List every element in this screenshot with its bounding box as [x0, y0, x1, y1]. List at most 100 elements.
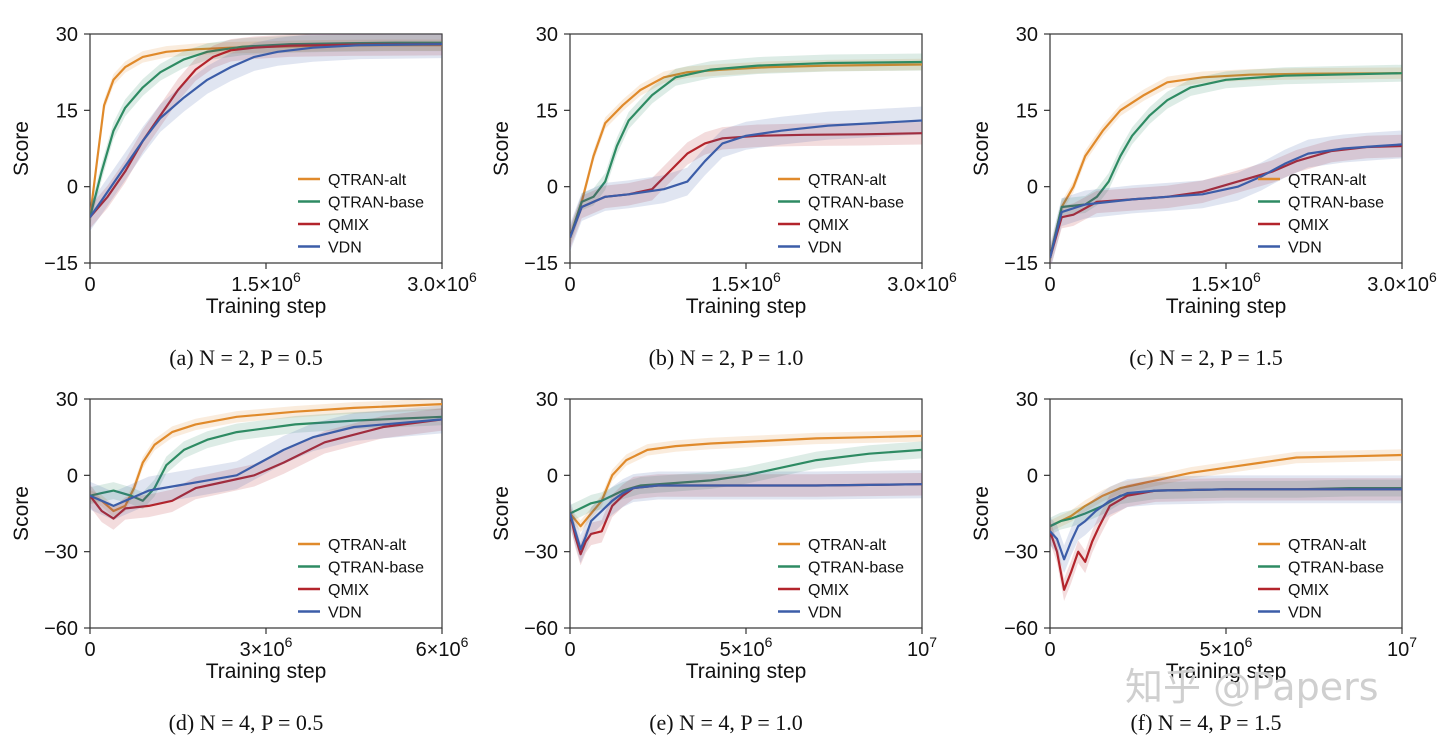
x-tick-label: 0: [564, 639, 575, 661]
x-tick-label: 0: [1044, 274, 1055, 296]
panel-5: 30 0 −30 −60 0 5×106 107 Training step Score QTRA…: [490, 389, 937, 735]
series-line: [90, 418, 442, 520]
legend-label: QTRAN-alt: [808, 172, 887, 189]
series-line: [1050, 453, 1402, 528]
legend-label: VDN: [808, 605, 842, 622]
y-tick-label: 30: [536, 24, 558, 46]
panel-caption: (f) N = 4, P = 1.5: [1130, 710, 1281, 735]
x-axis-label: Training step: [686, 660, 807, 683]
x-tick-label: 1.5×106: [711, 269, 781, 296]
y-axis-label: Score: [10, 486, 33, 541]
legend-label: QMIX: [808, 217, 849, 234]
series-band: [90, 34, 442, 229]
y-tick-label: −15: [524, 253, 558, 275]
panel-2: 30 15 0 −15 0 1.5×106 3.0×106 Training step Scor…: [490, 24, 957, 370]
y-tick-label: 0: [67, 177, 78, 199]
x-tick-label: 3.0×106: [407, 269, 477, 296]
y-tick-label: −30: [44, 542, 78, 564]
y-axis-label: Score: [10, 121, 33, 176]
legend-label: VDN: [1288, 240, 1322, 257]
x-axis-label: Training step: [1166, 660, 1287, 683]
y-tick-label: 15: [56, 100, 78, 122]
series-line: [90, 418, 442, 507]
panel-caption: (c) N = 2, P = 1.5: [1129, 345, 1283, 370]
x-tick-label: 0: [1044, 639, 1055, 661]
series-band: [90, 405, 442, 520]
x-tick-label: 107: [1387, 634, 1417, 661]
x-tick-label: 107: [907, 634, 937, 661]
legend-label: QTRAN-alt: [1288, 537, 1367, 554]
series-band: [90, 408, 442, 530]
series-line: [1050, 143, 1402, 259]
y-tick-label: 15: [536, 100, 558, 122]
legend-label: QTRAN-alt: [808, 537, 887, 554]
y-tick-label: 15: [1016, 100, 1038, 122]
series-band: [1050, 64, 1402, 263]
x-tick-label: 3×106: [240, 634, 293, 661]
series-band: [90, 34, 442, 232]
legend-label: VDN: [328, 240, 362, 257]
y-tick-label: 0: [547, 465, 558, 487]
legend-label: QMIX: [808, 582, 849, 599]
legend-label: QTRAN-base: [328, 560, 424, 577]
y-tick-label: 30: [56, 389, 78, 411]
y-tick-label: 30: [536, 389, 558, 411]
panel-1: 30 15 0 −15 0 1.5×106 3.0×106 Training step Scor…: [10, 24, 477, 370]
x-axis-label: Training step: [206, 660, 327, 683]
y-tick-label: 30: [1016, 389, 1038, 411]
legend-label: QTRAN-base: [1288, 195, 1384, 212]
y-tick-label: −60: [524, 618, 558, 640]
panel-caption: (e) N = 4, P = 1.0: [649, 710, 803, 735]
series-line: [1050, 72, 1402, 259]
series-line: [570, 434, 922, 528]
legend-label: VDN: [1288, 605, 1322, 622]
legend-label: QMIX: [328, 582, 369, 599]
series-band: [1050, 134, 1402, 263]
legend-label: QTRAN-alt: [1288, 172, 1367, 189]
y-tick-label: 0: [67, 465, 78, 487]
series-line: [90, 43, 442, 218]
y-tick-label: 30: [56, 24, 78, 46]
legend-label: QTRAN-base: [1288, 560, 1384, 577]
legend-label: VDN: [808, 240, 842, 257]
series-line: [1050, 488, 1402, 561]
x-tick-label: 0: [84, 639, 95, 661]
series-line: [90, 43, 442, 218]
series-band: [1050, 449, 1402, 532]
x-tick-label: 5×106: [720, 634, 773, 661]
panel-caption: (d) N = 4, P = 0.5: [169, 710, 324, 735]
series-band: [570, 58, 922, 244]
y-axis-label: Score: [490, 121, 513, 176]
y-tick-label: 0: [1027, 465, 1038, 487]
y-axis-label: Score: [490, 486, 513, 541]
series-band: [1050, 67, 1402, 263]
y-tick-label: 30: [1016, 24, 1038, 46]
series-line: [1050, 72, 1402, 259]
series-line: [570, 119, 922, 238]
x-tick-label: 1.5×106: [1191, 269, 1261, 296]
y-tick-label: −15: [1004, 253, 1038, 275]
panel-caption: (a) N = 2, P = 0.5: [169, 345, 323, 370]
legend-label: QTRAN-alt: [328, 172, 407, 189]
y-axis-label: Score: [970, 121, 993, 176]
x-tick-label: 3.0×106: [887, 269, 957, 296]
series-band: [570, 53, 922, 247]
y-tick-label: −60: [1004, 618, 1038, 640]
y-tick-label: −30: [524, 542, 558, 564]
x-tick-label: 1.5×106: [231, 269, 301, 296]
x-tick-label: 5×106: [1200, 634, 1253, 661]
series-line: [570, 483, 922, 551]
x-tick-label: 0: [564, 274, 575, 296]
x-axis-label: Training step: [686, 295, 807, 318]
panels: 30 15 0 −15 0 1.5×106 3.0×106 Training step Scor…: [10, 24, 1437, 735]
y-tick-label: 0: [547, 177, 558, 199]
y-tick-label: −15: [44, 253, 78, 275]
series-band: [1050, 475, 1402, 574]
legend-label: QTRAN-base: [328, 195, 424, 212]
series-band: [1050, 130, 1402, 263]
legend-label: QTRAN-base: [808, 560, 904, 577]
x-axis-label: Training step: [1166, 295, 1287, 318]
panel-3: 30 15 0 −15 0 1.5×106 3.0×106 Training step Scor…: [970, 24, 1437, 370]
series-line: [570, 60, 922, 238]
x-tick-label: 6×106: [416, 634, 469, 661]
